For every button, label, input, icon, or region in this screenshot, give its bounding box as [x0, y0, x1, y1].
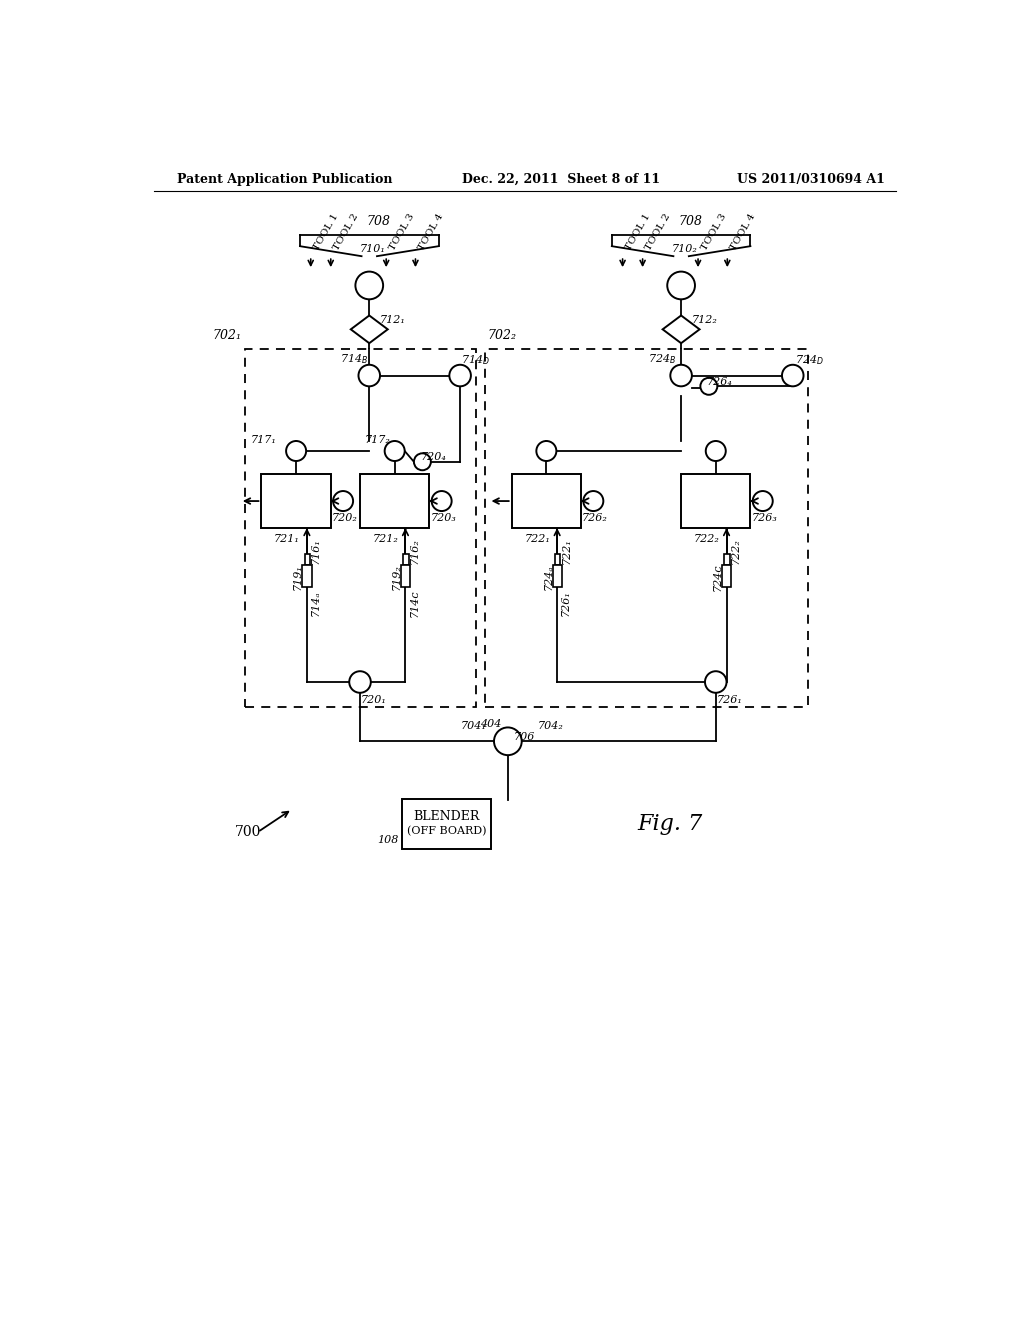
- Text: 720₂: 720₂: [332, 513, 357, 523]
- Circle shape: [753, 491, 773, 511]
- Polygon shape: [663, 315, 699, 343]
- Text: 710₂: 710₂: [672, 244, 697, 253]
- Circle shape: [668, 272, 695, 300]
- Text: US 2011/0310694 A1: US 2011/0310694 A1: [737, 173, 885, 186]
- Text: 720₃: 720₃: [430, 513, 456, 523]
- Text: Patent Application Publication: Patent Application Publication: [177, 173, 392, 186]
- Text: BLENDER: BLENDER: [413, 810, 479, 824]
- Text: 704₁: 704₁: [460, 721, 486, 731]
- Bar: [245, 350, 475, 706]
- Text: TOOL 1: TOOL 1: [312, 211, 341, 252]
- Circle shape: [349, 671, 371, 693]
- Text: 726₁: 726₁: [561, 590, 571, 616]
- Text: 717₂: 717₂: [365, 436, 391, 445]
- Text: 714$_B$: 714$_B$: [340, 351, 368, 366]
- Text: 721₂: 721₂: [373, 533, 398, 544]
- Bar: [512, 474, 581, 528]
- Circle shape: [782, 364, 804, 387]
- Circle shape: [450, 364, 471, 387]
- Text: 722₁: 722₁: [524, 533, 550, 544]
- Bar: [302, 565, 311, 586]
- Text: 108: 108: [377, 836, 398, 845]
- Text: 708: 708: [678, 215, 702, 228]
- Bar: [724, 554, 730, 565]
- Bar: [261, 474, 331, 528]
- Polygon shape: [351, 315, 388, 343]
- Bar: [681, 474, 751, 528]
- Text: 724ₐ: 724ₐ: [544, 565, 553, 590]
- Text: 714$_D$: 714$_D$: [461, 354, 490, 367]
- Text: 726₁: 726₁: [717, 696, 742, 705]
- Bar: [555, 554, 560, 565]
- Bar: [553, 565, 562, 586]
- Circle shape: [537, 441, 556, 461]
- Text: 702₁: 702₁: [212, 329, 242, 342]
- Text: 714ₐ: 714ₐ: [310, 591, 321, 616]
- Circle shape: [333, 491, 353, 511]
- Text: 721₁: 721₁: [274, 533, 300, 544]
- Circle shape: [286, 441, 306, 461]
- Text: 716₁: 716₁: [311, 539, 322, 564]
- Text: 722₂: 722₂: [731, 539, 740, 564]
- Circle shape: [385, 441, 404, 461]
- Text: 704₂: 704₂: [538, 721, 563, 731]
- Text: 716₂: 716₂: [410, 539, 420, 564]
- Text: 719₂: 719₂: [391, 565, 401, 590]
- Text: 712₂: 712₂: [691, 315, 717, 325]
- Circle shape: [358, 364, 380, 387]
- Circle shape: [355, 272, 383, 300]
- Text: 724ᴄ: 724ᴄ: [713, 564, 723, 591]
- Text: 726₃: 726₃: [752, 513, 777, 523]
- Text: 712₁: 712₁: [380, 315, 406, 325]
- Bar: [484, 350, 808, 706]
- Text: 724$_B$: 724$_B$: [648, 351, 676, 366]
- Text: TOOL 3: TOOL 3: [699, 211, 728, 252]
- Text: 724$_D$: 724$_D$: [796, 354, 824, 367]
- Text: Dec. 22, 2011  Sheet 8 of 11: Dec. 22, 2011 Sheet 8 of 11: [462, 173, 659, 186]
- Bar: [360, 474, 429, 528]
- Circle shape: [494, 727, 521, 755]
- Text: TOOL 1: TOOL 1: [625, 211, 652, 252]
- Text: 722₁: 722₁: [561, 539, 571, 564]
- Bar: [400, 565, 410, 586]
- Circle shape: [705, 671, 727, 693]
- Circle shape: [414, 453, 431, 470]
- Circle shape: [706, 441, 726, 461]
- Text: TOOL 2: TOOL 2: [333, 211, 360, 252]
- Text: 720₁: 720₁: [360, 696, 387, 705]
- Text: TOOL 2: TOOL 2: [644, 211, 673, 252]
- Circle shape: [671, 364, 692, 387]
- Circle shape: [432, 491, 452, 511]
- Text: 726₄: 726₄: [707, 376, 732, 387]
- Text: 710₁: 710₁: [360, 244, 386, 253]
- Text: TOOL 4: TOOL 4: [417, 211, 445, 252]
- Bar: [402, 799, 490, 849]
- Text: Fig. 7: Fig. 7: [637, 813, 702, 836]
- Text: 708: 708: [367, 215, 390, 228]
- Text: 700: 700: [236, 825, 261, 840]
- Circle shape: [584, 491, 603, 511]
- Text: 404: 404: [480, 719, 502, 730]
- Bar: [304, 554, 310, 565]
- Text: 722₂: 722₂: [693, 533, 720, 544]
- Text: 702₂: 702₂: [487, 329, 517, 342]
- Text: 726₂: 726₂: [582, 513, 608, 523]
- Bar: [722, 565, 731, 586]
- Text: 720₄: 720₄: [420, 453, 446, 462]
- Text: TOOL 4: TOOL 4: [729, 211, 757, 252]
- Text: 717₁: 717₁: [251, 436, 276, 445]
- Text: 719₁: 719₁: [293, 565, 303, 590]
- Bar: [403, 554, 409, 565]
- Text: TOOL 3: TOOL 3: [388, 211, 416, 252]
- Text: 706: 706: [514, 733, 536, 742]
- Circle shape: [700, 378, 717, 395]
- Text: (OFF BOARD): (OFF BOARD): [407, 825, 486, 836]
- Text: 714ᴄ: 714ᴄ: [410, 590, 419, 618]
